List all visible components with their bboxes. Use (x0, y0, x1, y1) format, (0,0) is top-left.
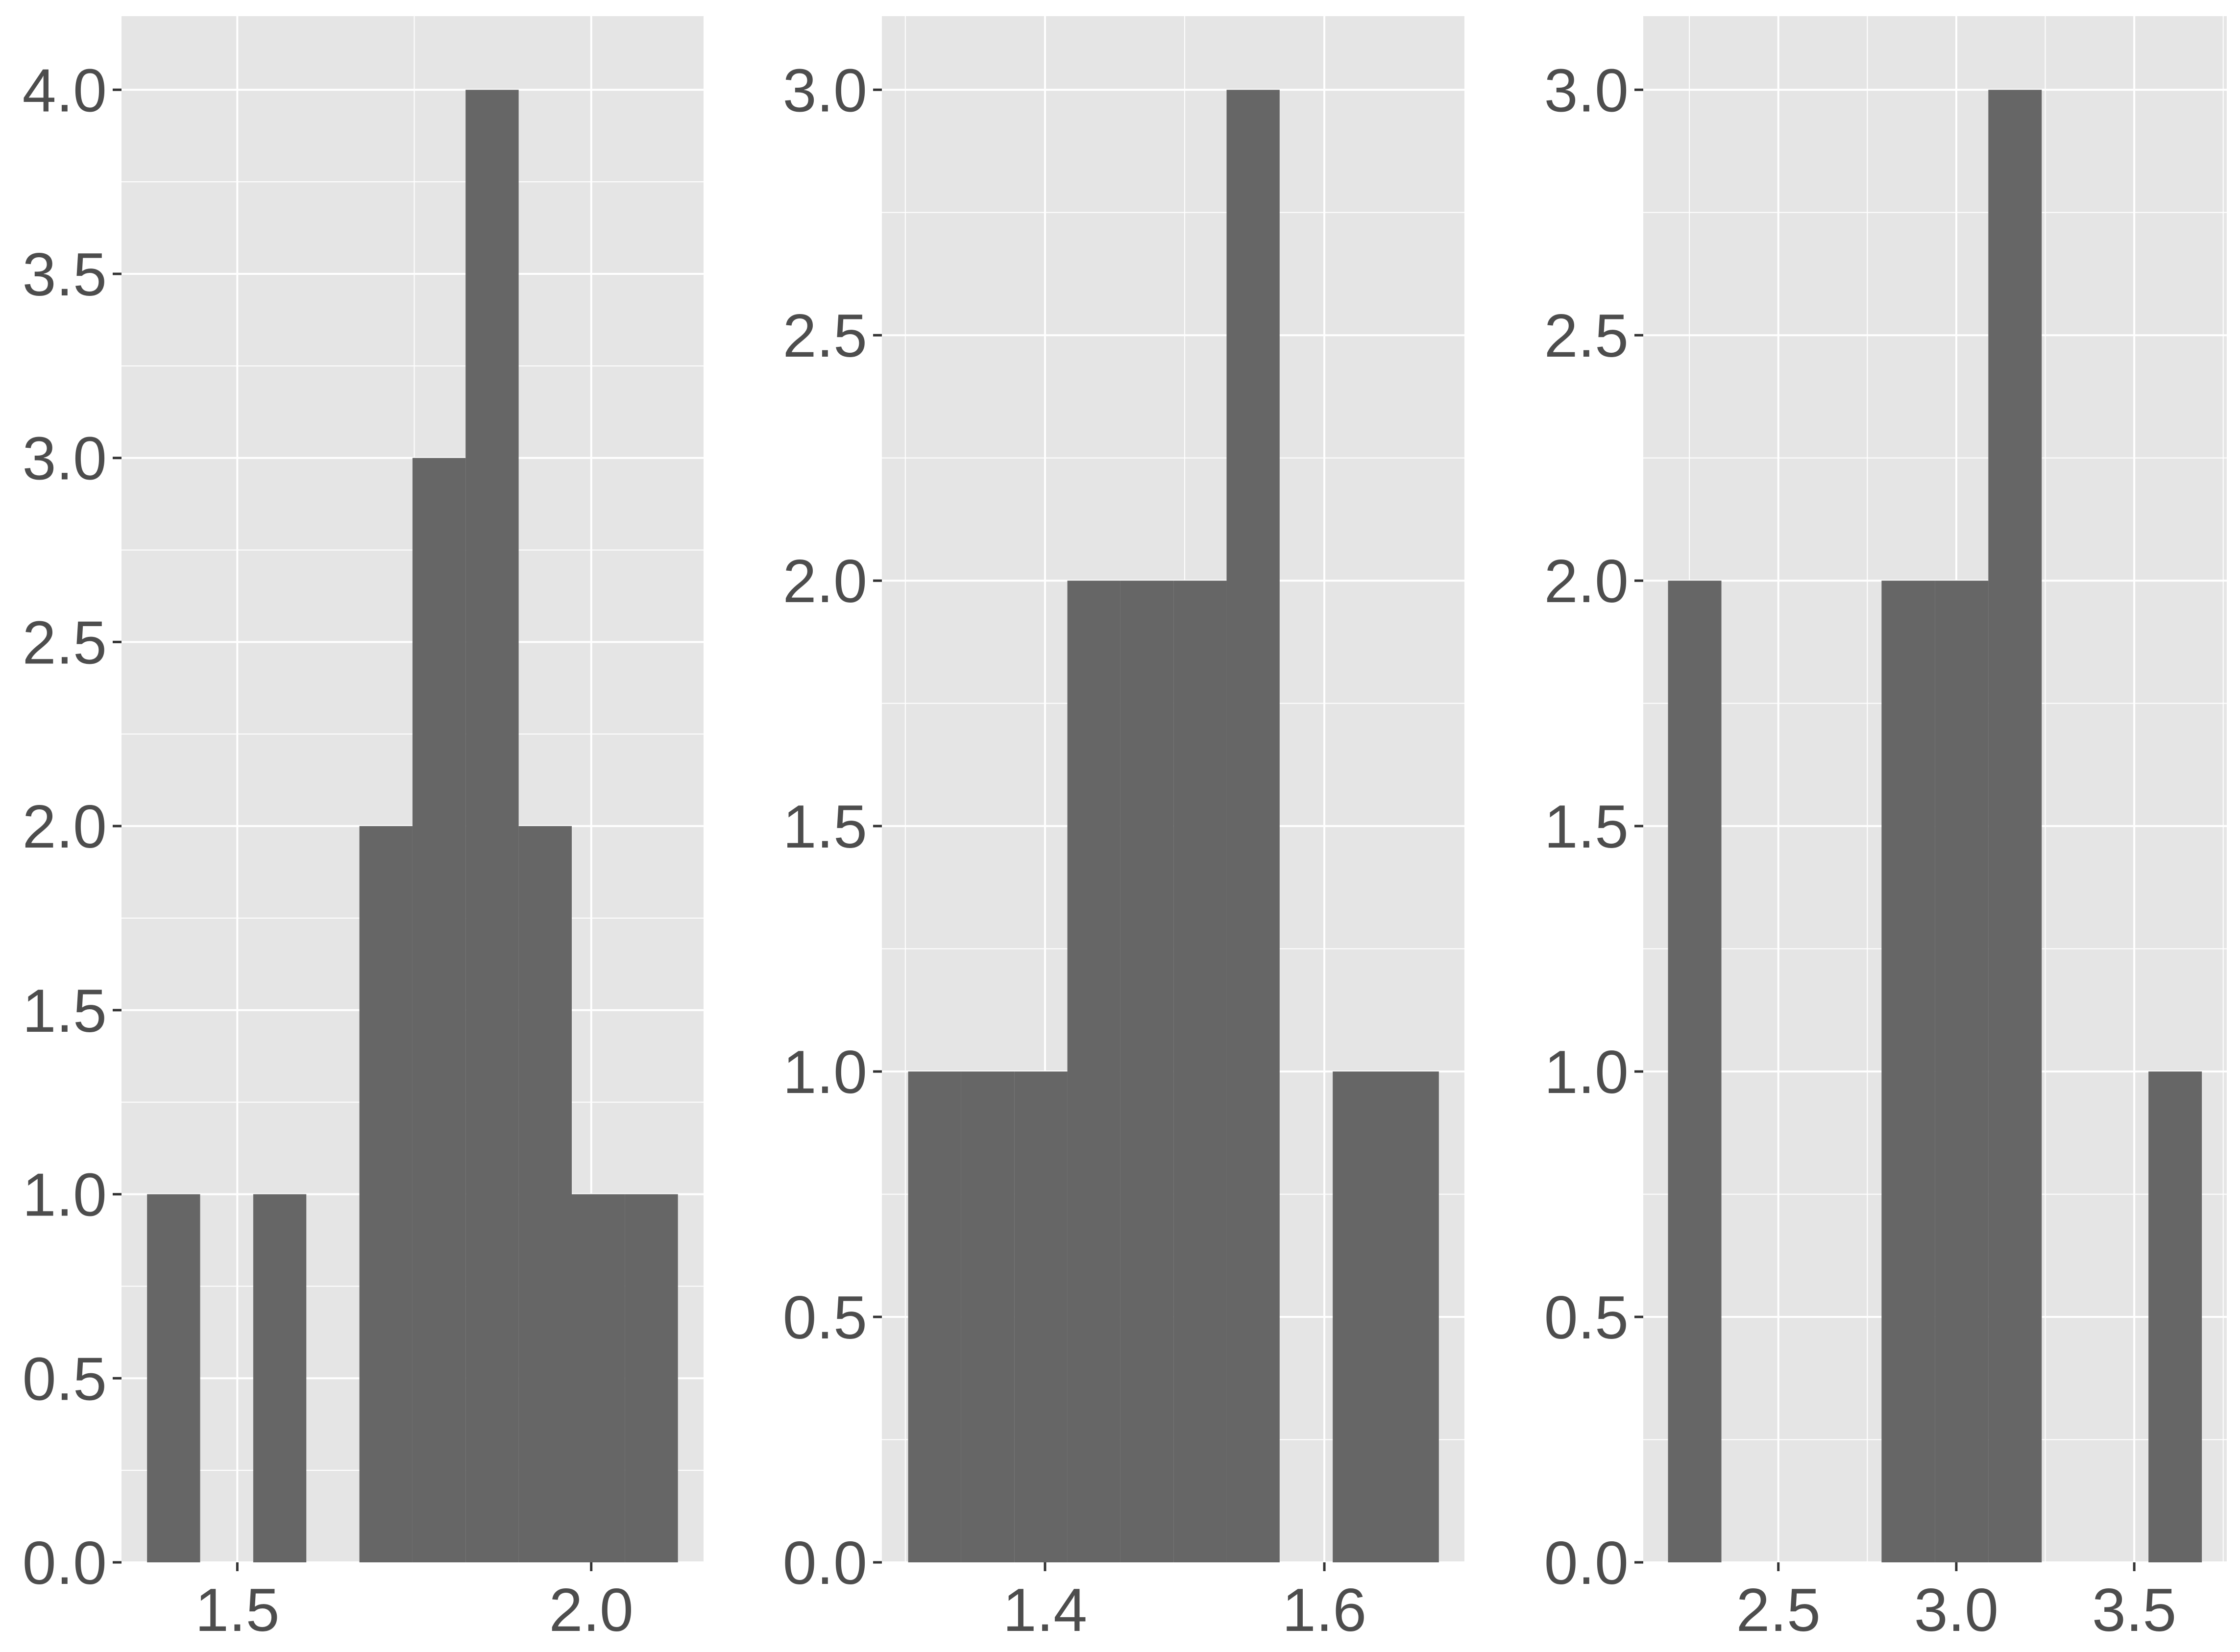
y-tick-label: 1.0 (783, 1039, 867, 1106)
histogram-panel-3: 0.0 0.5 1.0 1.5 2.0 2.5 3.0 2.5 3.0 3.5 (1544, 16, 2227, 1644)
histogram-bar (571, 1194, 625, 1562)
y-tick-label: 0.0 (783, 1530, 867, 1597)
histogram-bar (1226, 90, 1280, 1563)
histogram-bar (1173, 581, 1227, 1562)
y-tick-label: 1.5 (783, 793, 867, 861)
y-tick-label: 0.0 (1544, 1530, 1629, 1597)
histogram-bar (961, 1071, 1015, 1562)
histogram-bar (1881, 581, 1935, 1562)
histogram-bar (1988, 90, 2042, 1563)
y-tick-label: 0.5 (783, 1284, 867, 1352)
histogram-bar (253, 1194, 307, 1562)
y-tick-label: 0.5 (23, 1345, 107, 1413)
histogram-bar (1668, 581, 1722, 1562)
y-tick-label: 1.5 (1544, 793, 1629, 861)
histogram-bar (518, 826, 572, 1562)
histogram-panel-2: 0.0 0.5 1.0 1.5 2.0 2.5 3.0 1.4 1.6 (783, 16, 1464, 1644)
y-tick-label: 2.0 (1544, 548, 1629, 615)
y-tick-label: 0.5 (1544, 1284, 1629, 1352)
histogram-bar (1120, 581, 1174, 1562)
x-tick-label: 3.5 (2092, 1577, 2176, 1644)
x-tick-label: 2.0 (549, 1577, 633, 1644)
y-tick-label: 2.0 (783, 548, 867, 615)
y-tick-label: 3.0 (783, 57, 867, 124)
y-tick-label: 0.0 (23, 1530, 107, 1597)
histogram-bar (2148, 1071, 2202, 1562)
histogram-bar (147, 1194, 200, 1562)
y-tick-label: 2.0 (23, 793, 107, 861)
histogram-bar (1014, 1071, 1068, 1562)
y-tick-label: 3.0 (23, 425, 107, 493)
y-tick-label: 2.5 (23, 609, 107, 677)
x-tick-label: 1.5 (195, 1577, 279, 1644)
histogram-panel-1: 0.0 0.5 1.0 1.5 2.0 2.5 3.0 3.5 4.0 1.5 2.0 (23, 16, 704, 1644)
y-tick-label: 2.5 (1544, 302, 1629, 370)
histogram-bar (465, 90, 519, 1563)
y-tick-label: 3.5 (23, 241, 107, 309)
y-tick-label: 2.5 (783, 302, 867, 370)
histogram-bar (1935, 581, 1989, 1562)
histogram-bar (1386, 1071, 1439, 1562)
histogram-bar (1067, 581, 1120, 1562)
x-tick-label: 2.5 (1736, 1577, 1821, 1644)
y-tick-label: 1.5 (23, 977, 107, 1045)
y-tick-label: 1.0 (1544, 1039, 1629, 1106)
y-tick-label: 4.0 (23, 57, 107, 124)
y-tick-label: 1.0 (23, 1162, 107, 1229)
x-tick-label: 3.0 (1914, 1577, 1998, 1644)
histogram-bar (412, 458, 466, 1562)
histogram-bar (1333, 1071, 1386, 1562)
histogram-bar (359, 826, 413, 1562)
x-tick-label: 1.6 (1282, 1577, 1366, 1644)
y-tick-label: 3.0 (1544, 57, 1629, 124)
histogram-bar (625, 1194, 678, 1562)
x-tick-label: 1.4 (1003, 1577, 1087, 1644)
histogram-bar (908, 1071, 961, 1562)
